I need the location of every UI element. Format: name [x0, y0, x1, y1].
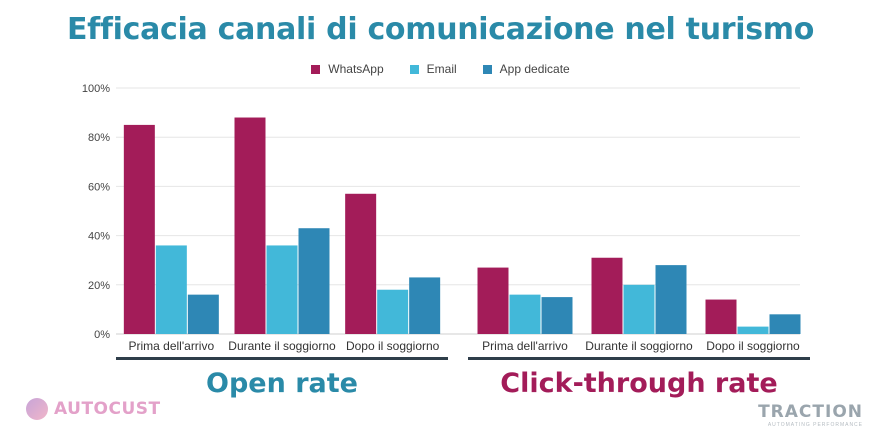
- legend-item-whatsapp: WhatsApp: [311, 62, 384, 76]
- bar-app-dedicate: [298, 228, 330, 334]
- bar-whatsapp: [345, 193, 377, 334]
- y-tick-label: 100%: [82, 83, 110, 95]
- bar-whatsapp: [705, 299, 737, 334]
- bar-whatsapp: [477, 267, 509, 334]
- bar-email: [266, 245, 298, 334]
- x-tick-label: Prima dell'arrivo: [129, 339, 215, 353]
- legend-item-app: App dedicate: [482, 62, 570, 76]
- x-tick-label: Durante il soggiorno: [228, 339, 336, 353]
- y-tick-label: 40%: [88, 231, 110, 243]
- bar-email: [737, 326, 769, 334]
- y-tick-label: 20%: [88, 280, 110, 292]
- traction-logo: TRACTION AUTOMATING PERFORMANCE: [758, 402, 863, 428]
- legend-swatch-app: [482, 64, 492, 74]
- group-label-ctr: Click-through rate: [500, 368, 778, 399]
- traction-logo-tagline: AUTOMATING PERFORMANCE: [767, 422, 863, 428]
- autocust-logo-text: AUTOCUST: [54, 399, 161, 419]
- bar-app-dedicate: [541, 297, 573, 334]
- legend-item-email: Email: [409, 62, 457, 76]
- y-tick-label: 0%: [94, 329, 110, 341]
- y-tick-label: 60%: [88, 181, 110, 193]
- traction-logo-text: TRACTION: [758, 402, 863, 422]
- bar-app-dedicate: [409, 277, 441, 334]
- bar-email: [155, 245, 187, 334]
- autocust-logo-icon: [26, 398, 48, 420]
- autocust-logo: AUTOCUST: [26, 398, 161, 420]
- bar-app-dedicate: [187, 294, 219, 334]
- legend-swatch-whatsapp: [311, 64, 321, 74]
- x-tick-label: Dopo il soggiorno: [706, 339, 800, 353]
- x-tick-label: Prima dell'arrivo: [482, 339, 568, 353]
- bar-app-dedicate: [769, 314, 801, 334]
- x-tick-label: Durante il soggiorno: [585, 339, 693, 353]
- bar-app-dedicate: [655, 265, 687, 334]
- bar-email: [623, 284, 655, 334]
- group-underline: [468, 357, 810, 360]
- bar-whatsapp: [591, 257, 623, 334]
- legend-label-app: App dedicate: [499, 62, 570, 76]
- group-label-open-rate: Open rate: [206, 368, 358, 399]
- chart-title: Efficacia canali di comunicazione nel tu…: [66, 12, 815, 47]
- x-tick-label: Dopo il soggiorno: [346, 339, 440, 353]
- legend-label-whatsapp: WhatsApp: [328, 62, 384, 76]
- bar-whatsapp: [234, 117, 266, 335]
- bar-email: [377, 289, 409, 334]
- group-underline: [116, 357, 448, 360]
- y-tick-label: 80%: [88, 132, 110, 144]
- bar-whatsapp: [123, 124, 155, 335]
- legend: WhatsApp Email App dedicate: [0, 62, 881, 76]
- bar-email: [509, 294, 541, 334]
- legend-label-email: Email: [426, 62, 457, 76]
- legend-swatch-email: [409, 64, 419, 74]
